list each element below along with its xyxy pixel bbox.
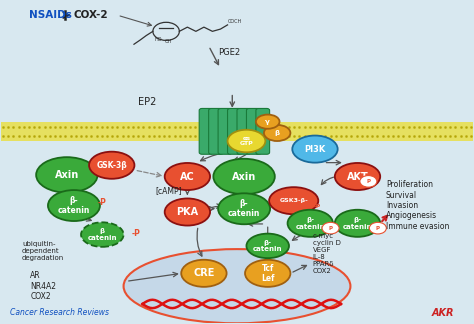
Ellipse shape — [335, 210, 380, 237]
Text: PI3K: PI3K — [304, 145, 326, 154]
Text: Proliferation
Survival
Invasion
Angiogenesis
Immune evasion: Proliferation Survival Invasion Angiogen… — [386, 180, 449, 231]
Text: P: P — [328, 226, 333, 231]
Circle shape — [322, 222, 339, 234]
Text: β-
catenin: β- catenin — [343, 217, 372, 229]
Ellipse shape — [335, 163, 380, 190]
Text: -P: -P — [132, 229, 141, 238]
Text: -P: -P — [314, 204, 321, 209]
FancyBboxPatch shape — [228, 109, 241, 154]
Ellipse shape — [218, 193, 270, 224]
Text: OH: OH — [164, 39, 172, 44]
Text: GSK3-β-: GSK3-β- — [279, 198, 308, 203]
Text: Axin: Axin — [55, 170, 79, 180]
Ellipse shape — [124, 249, 350, 323]
Circle shape — [360, 176, 377, 187]
Text: αs
GTP: αs GTP — [239, 136, 253, 146]
Text: HO: HO — [155, 37, 162, 42]
Text: COX-2: COX-2 — [74, 10, 109, 20]
Text: NSAIDs: NSAIDs — [29, 10, 72, 20]
Ellipse shape — [264, 125, 291, 141]
Text: β: β — [274, 130, 280, 136]
Ellipse shape — [245, 260, 291, 287]
Text: CRE: CRE — [193, 268, 215, 278]
Text: EP2: EP2 — [138, 97, 156, 107]
Text: AKT: AKT — [346, 171, 368, 181]
Text: AKR: AKR — [432, 308, 455, 318]
Ellipse shape — [36, 157, 98, 193]
Ellipse shape — [256, 115, 280, 129]
Text: β
catenin: β catenin — [88, 228, 117, 241]
Text: β-
catenin: β- catenin — [228, 200, 260, 218]
Text: γ: γ — [265, 119, 270, 125]
Bar — [0, 122, 474, 141]
Text: Axin: Axin — [232, 171, 256, 181]
Text: PGE2: PGE2 — [218, 48, 240, 57]
Text: AC: AC — [180, 171, 195, 181]
Text: β-
catenin: β- catenin — [253, 240, 283, 252]
FancyBboxPatch shape — [237, 109, 251, 154]
Ellipse shape — [89, 152, 135, 179]
Circle shape — [369, 222, 386, 234]
Text: P: P — [366, 179, 370, 184]
Text: β-
catenin: β- catenin — [58, 196, 90, 215]
Text: P: P — [376, 226, 380, 231]
Text: β-
catenin: β- catenin — [295, 217, 325, 229]
Ellipse shape — [292, 135, 337, 163]
Text: COCH: COCH — [228, 19, 242, 24]
FancyBboxPatch shape — [218, 109, 232, 154]
Text: [cAMP]: [cAMP] — [155, 187, 182, 196]
Ellipse shape — [288, 210, 333, 237]
Ellipse shape — [269, 187, 318, 214]
FancyBboxPatch shape — [246, 109, 260, 154]
Text: GSK-3β: GSK-3β — [96, 161, 127, 170]
Ellipse shape — [48, 190, 100, 221]
Ellipse shape — [164, 199, 210, 226]
Text: AR
NR4A2
COX2: AR NR4A2 COX2 — [30, 271, 56, 301]
Text: -P: -P — [98, 198, 107, 207]
Ellipse shape — [81, 222, 124, 247]
Text: Tcf
Lef: Tcf Lef — [261, 264, 274, 283]
FancyBboxPatch shape — [209, 109, 222, 154]
Ellipse shape — [164, 163, 210, 190]
FancyBboxPatch shape — [199, 109, 213, 154]
FancyBboxPatch shape — [256, 109, 270, 154]
Ellipse shape — [213, 159, 275, 194]
Text: PKA: PKA — [176, 207, 199, 217]
Text: ubiquitin-
dependent
degradation: ubiquitin- dependent degradation — [22, 241, 64, 261]
Text: c-myc
cyclin D
VEGF
IL-8
PPARδ
COX2: c-myc cyclin D VEGF IL-8 PPARδ COX2 — [313, 234, 340, 274]
Ellipse shape — [228, 130, 265, 152]
Text: Cancer Research Reviews: Cancer Research Reviews — [10, 308, 109, 318]
Ellipse shape — [246, 234, 289, 258]
Ellipse shape — [181, 260, 227, 287]
